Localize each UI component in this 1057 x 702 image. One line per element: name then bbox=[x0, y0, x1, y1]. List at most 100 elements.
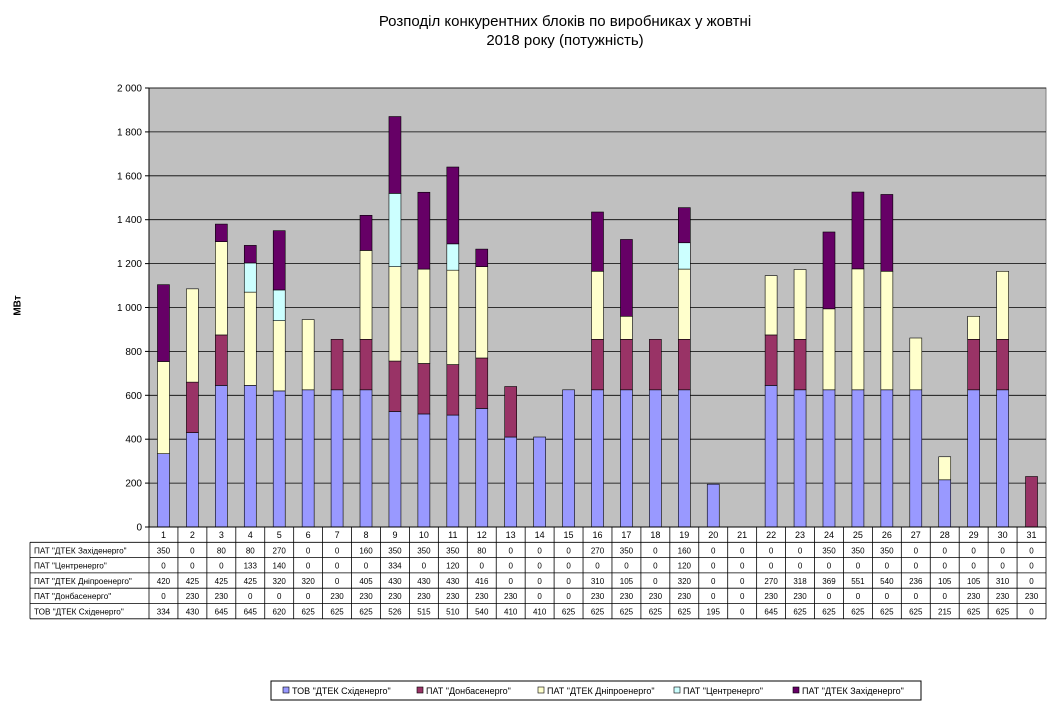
bar-segment bbox=[215, 334, 228, 386]
data-label: 350 bbox=[388, 546, 402, 555]
data-label: 0 bbox=[1000, 546, 1005, 555]
data-label: 625 bbox=[793, 608, 807, 617]
y-tick-label: 1 600 bbox=[117, 171, 142, 182]
x-tick-label: 11 bbox=[448, 530, 457, 540]
data-label: 318 bbox=[793, 577, 807, 586]
data-label: 425 bbox=[244, 577, 258, 586]
bar-segment bbox=[649, 389, 662, 528]
bar-segment bbox=[388, 193, 402, 267]
data-label: 0 bbox=[1000, 562, 1005, 571]
data-label: 625 bbox=[649, 608, 663, 617]
data-label: 320 bbox=[301, 577, 315, 586]
bar-segment bbox=[967, 315, 980, 340]
data-label: 405 bbox=[359, 577, 373, 586]
data-label: 0 bbox=[508, 577, 513, 586]
chart-title-line-1: Розподіл конкурентних блоків по виробник… bbox=[378, 13, 752, 30]
data-label: 0 bbox=[942, 546, 947, 555]
x-tick-label: 8 bbox=[364, 530, 369, 540]
data-label: 350 bbox=[880, 546, 894, 555]
bar-segment bbox=[533, 436, 546, 528]
data-label: 526 bbox=[388, 608, 402, 617]
data-label: 0 bbox=[914, 562, 919, 571]
bar-segment bbox=[301, 389, 315, 528]
bar-segment bbox=[793, 339, 807, 391]
data-label: 0 bbox=[827, 562, 832, 571]
x-tick-label: 7 bbox=[335, 530, 340, 540]
bar-segment bbox=[591, 270, 604, 340]
bar-segment bbox=[446, 269, 460, 365]
data-label: 230 bbox=[388, 592, 402, 601]
bar-segment bbox=[822, 389, 836, 528]
data-label: 0 bbox=[885, 592, 890, 601]
data-label: 0 bbox=[277, 592, 282, 601]
data-label: 270 bbox=[764, 577, 778, 586]
data-label: 0 bbox=[1029, 562, 1034, 571]
bar-segment bbox=[909, 337, 923, 391]
data-label: 0 bbox=[508, 546, 513, 555]
data-label: 105 bbox=[938, 577, 952, 586]
bar-segment bbox=[359, 339, 373, 391]
bar-segment bbox=[157, 284, 170, 362]
data-label: 0 bbox=[537, 546, 542, 555]
bar-segment bbox=[243, 262, 257, 293]
data-label: 0 bbox=[335, 546, 340, 555]
x-tick-label: 23 bbox=[795, 530, 805, 540]
table-series-label: ПАТ "ДТЕК Дніпроенерго" bbox=[34, 577, 132, 586]
data-label: 0 bbox=[306, 562, 311, 571]
data-label: 540 bbox=[880, 577, 894, 586]
chart-title-line-2: 2018 року (потужність) bbox=[486, 32, 644, 49]
bar-segment bbox=[186, 381, 199, 433]
data-label: 270 bbox=[273, 546, 287, 555]
data-label: 0 bbox=[942, 592, 947, 601]
y-tick-label: 1 200 bbox=[117, 259, 142, 270]
data-label: 416 bbox=[475, 577, 489, 586]
data-label: 320 bbox=[273, 577, 287, 586]
legend-swatch bbox=[416, 686, 424, 694]
bar-segment bbox=[996, 339, 1009, 391]
data-label: 0 bbox=[856, 592, 861, 601]
data-label: 0 bbox=[161, 562, 166, 571]
bar-segment bbox=[388, 360, 402, 412]
x-tick-label: 24 bbox=[824, 530, 834, 540]
data-label: 540 bbox=[475, 608, 489, 617]
bar-segment bbox=[388, 116, 402, 194]
bar-segment bbox=[417, 413, 431, 528]
bar-segment bbox=[475, 408, 489, 528]
data-label: 0 bbox=[624, 562, 629, 571]
data-label: 0 bbox=[537, 562, 542, 571]
bar-segment bbox=[504, 386, 517, 438]
bar-segment bbox=[793, 269, 807, 340]
data-label: 0 bbox=[1029, 608, 1034, 617]
bar-segment bbox=[678, 389, 691, 528]
x-tick-label: 1 bbox=[161, 530, 166, 540]
data-label: 625 bbox=[880, 608, 894, 617]
data-label: 625 bbox=[967, 608, 981, 617]
x-tick-label: 14 bbox=[535, 530, 545, 540]
data-label: 0 bbox=[971, 546, 976, 555]
data-label: 105 bbox=[620, 577, 634, 586]
data-label: 625 bbox=[359, 608, 373, 617]
bar-segment bbox=[157, 361, 170, 454]
bar-segment bbox=[996, 389, 1009, 528]
bar-segment bbox=[880, 194, 894, 272]
data-label: 645 bbox=[215, 608, 229, 617]
bar-segment bbox=[678, 242, 691, 270]
data-label: 80 bbox=[246, 546, 255, 555]
data-label: 320 bbox=[678, 577, 692, 586]
bar-segment bbox=[938, 479, 952, 528]
y-tick-label: 600 bbox=[125, 391, 142, 402]
data-label: 0 bbox=[306, 592, 311, 601]
bar-segment bbox=[967, 389, 980, 528]
x-tick-label: 26 bbox=[882, 530, 892, 540]
data-label: 0 bbox=[508, 562, 513, 571]
data-label: 80 bbox=[217, 546, 226, 555]
data-label: 230 bbox=[330, 592, 344, 601]
data-label: 0 bbox=[1029, 546, 1034, 555]
data-label: 430 bbox=[186, 608, 200, 617]
data-label: 0 bbox=[537, 592, 542, 601]
data-label: 0 bbox=[364, 562, 369, 571]
bar-segment bbox=[620, 239, 633, 317]
legend-label: ПАТ "Донбасенерго" bbox=[426, 686, 511, 696]
data-label: 0 bbox=[537, 577, 542, 586]
